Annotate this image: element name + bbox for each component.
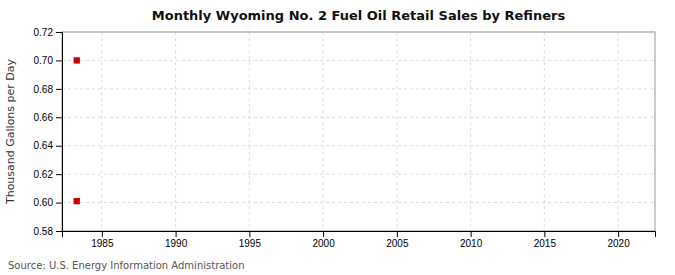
grid: [62, 32, 655, 231]
axis-line: [63, 232, 656, 238]
tick-mark: [56, 89, 62, 90]
grid-line: [396, 32, 397, 231]
grid-line: [544, 32, 545, 231]
tick-label: 0.62: [34, 169, 54, 180]
points: [74, 57, 80, 204]
tick: 1985: [91, 231, 114, 249]
y-axis: 0.58 0.60 0.62 0.64 0.66 0.68 0.70 0.72: [34, 27, 63, 237]
grid-line: [62, 145, 655, 146]
tick: 2015: [534, 231, 557, 249]
tick-mark: [323, 231, 324, 237]
tick-mark: [249, 231, 250, 237]
tick: 2010: [460, 231, 483, 249]
tick: 2000: [312, 231, 335, 249]
tick-label: 2015: [534, 238, 557, 249]
grid-line: [249, 32, 250, 231]
tick-mark: [471, 231, 472, 237]
tick-label: 1995: [239, 238, 262, 249]
grid-line: [618, 32, 619, 231]
tick-mark: [56, 203, 62, 204]
tick-mark: [56, 32, 62, 33]
x-axis: 1985 1990 1995 2000 2005 2010 2015 2020: [63, 231, 656, 249]
tick-label: 2000: [312, 238, 335, 249]
grid-line: [62, 202, 655, 203]
grid-line: [62, 88, 655, 89]
tick-mark: [56, 60, 62, 61]
tick-label: 0.68: [34, 84, 54, 95]
grid-line: [62, 117, 655, 118]
point: [74, 198, 80, 204]
tick-label: 0.66: [34, 112, 54, 123]
plot-frame: [62, 32, 655, 231]
chart: 1985 1990 1995 2000 2005 2010 2015 2020 0.58 0.60…: [0, 0, 675, 275]
tick-mark: [544, 231, 545, 237]
tick-mark: [56, 146, 62, 147]
source-note: Source: U.S. Energy Information Administ…: [8, 260, 245, 271]
tick: 0.68: [34, 84, 62, 95]
y-axis-title: Thousand Gallons per Day: [4, 58, 17, 205]
tick: 0.60: [34, 197, 62, 208]
tick-label: 0.70: [34, 55, 54, 66]
tick: 0.66: [34, 112, 62, 123]
tick: 2005: [386, 231, 409, 249]
axis-line: [56, 33, 63, 232]
tick-label: 2005: [386, 238, 409, 249]
tick-label: 0.60: [34, 197, 54, 208]
point: [74, 57, 80, 63]
tick-label: 0.58: [34, 226, 54, 237]
tick-label: 1985: [91, 238, 114, 249]
tick-label: 0.72: [34, 27, 54, 38]
tick-label: 2020: [607, 238, 630, 249]
grid-line: [62, 174, 655, 175]
tick: 1995: [239, 231, 262, 249]
grid-line: [175, 32, 176, 231]
tick-mark: [56, 231, 62, 232]
tick-mark: [618, 231, 619, 237]
tick-mark: [56, 117, 62, 118]
tick: 2020: [607, 231, 630, 249]
tick: 0.70: [34, 55, 62, 66]
grid-line: [101, 32, 102, 231]
title: Monthly Wyoming No. 2 Fuel Oil Retail Sa…: [152, 8, 566, 23]
grid-line: [323, 32, 324, 231]
tick: 0.58: [34, 226, 62, 237]
tick-label: 0.64: [34, 140, 54, 151]
tick: 1990: [165, 231, 188, 249]
tick-label: 1990: [165, 238, 188, 249]
tick-mark: [102, 231, 103, 237]
grid-line: [62, 60, 655, 61]
tick: 0.62: [34, 169, 62, 180]
tick: 0.64: [34, 140, 62, 151]
tick: 0.72: [34, 27, 62, 38]
tick-mark: [176, 231, 177, 237]
tick-mark: [397, 231, 398, 237]
grid-line: [470, 32, 471, 231]
tick-mark: [56, 174, 62, 175]
tick-label: 2010: [460, 238, 483, 249]
plot: 1985 1990 1995 2000 2005 2010 2015 2020 0.58 0.60…: [34, 27, 656, 249]
